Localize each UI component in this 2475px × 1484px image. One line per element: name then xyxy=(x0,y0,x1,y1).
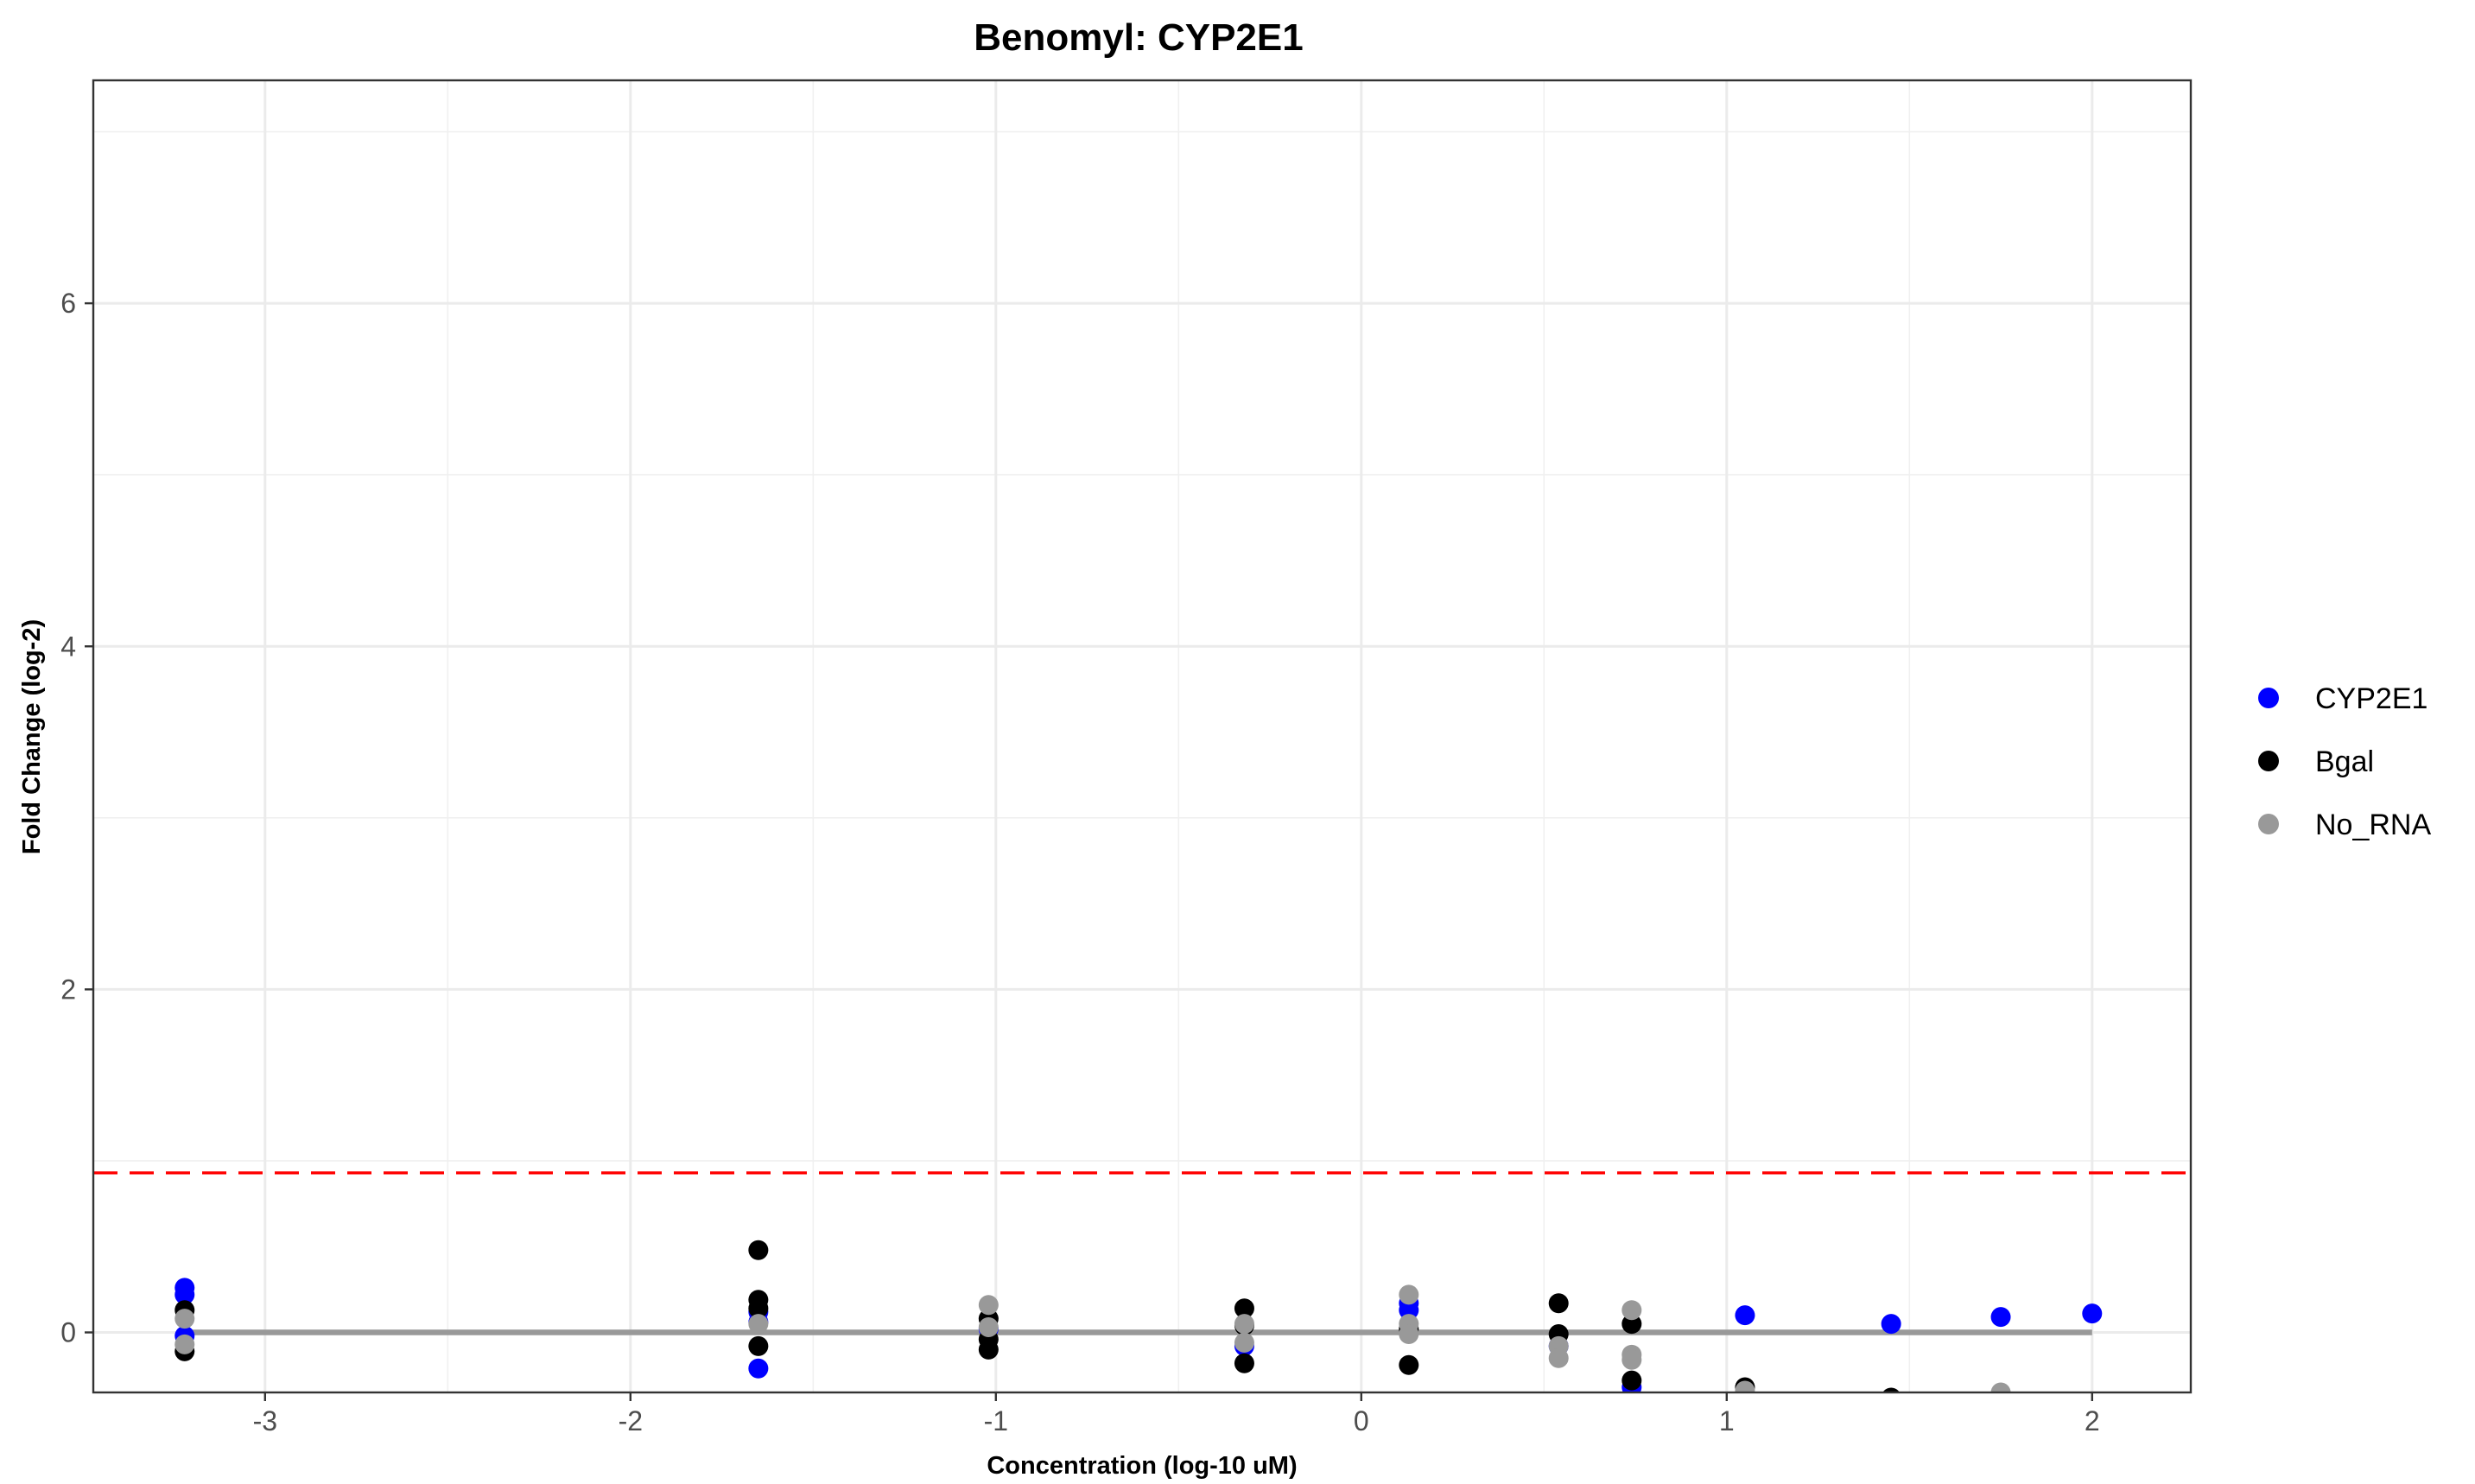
point-no-rna xyxy=(1234,1332,1254,1353)
y-tick-label: 2 xyxy=(60,973,76,1005)
point-no-rna xyxy=(175,1309,195,1329)
point-no-rna xyxy=(1621,1349,1642,1370)
point-cyp2e1 xyxy=(2082,1303,2103,1324)
point-cyp2e1 xyxy=(1735,1305,1755,1326)
legend-label: CYP2E1 xyxy=(2315,682,2427,715)
y-axis: 0 2 4 6 xyxy=(60,288,93,1348)
x-axis-title: Concentration (log-10 uM) xyxy=(987,1452,1297,1480)
point-bgal xyxy=(1882,1387,1900,1392)
point-bgal xyxy=(1621,1314,1642,1335)
point-cyp2e1 xyxy=(1399,1300,1419,1321)
point-no-rna xyxy=(1621,1300,1642,1321)
x-tick-label: 1 xyxy=(1719,1405,1735,1436)
point-bgal xyxy=(748,1240,769,1260)
point-bgal xyxy=(748,1298,769,1319)
grid-minor xyxy=(93,80,2191,1392)
point-bgal xyxy=(1234,1353,1254,1373)
point-bgal xyxy=(1399,1354,1419,1375)
point-no-rna xyxy=(1548,1348,1569,1368)
legend-key xyxy=(2258,814,2279,834)
plot-panel-border xyxy=(92,79,2193,1394)
point-bgal xyxy=(978,1339,999,1360)
point-no-rna xyxy=(978,1317,999,1338)
point-cyp2e1 xyxy=(1881,1314,1901,1335)
y-axis-title: Fold Change (log-2) xyxy=(18,619,46,854)
point-bgal xyxy=(1234,1298,1254,1319)
point-no-rna xyxy=(748,1314,769,1335)
point-cyp2e1 xyxy=(1990,1307,2011,1328)
x-tick-label: -3 xyxy=(253,1405,277,1436)
x-tick-label: -2 xyxy=(619,1405,643,1436)
legend-key xyxy=(2258,688,2279,708)
x-tick-label: -1 xyxy=(984,1405,1008,1436)
x-tick-label: 2 xyxy=(2085,1405,2100,1436)
reference-lines xyxy=(93,1171,2191,1335)
point-bgal xyxy=(1621,1370,1642,1391)
point-cyp2e1 xyxy=(175,1284,195,1305)
data-points xyxy=(175,1240,2103,1392)
y-tick-label: 4 xyxy=(60,631,76,662)
point-bgal xyxy=(748,1335,769,1356)
point-no-rna xyxy=(1234,1314,1254,1335)
legend-key xyxy=(2258,751,2279,771)
legend-label: Bgal xyxy=(2315,745,2374,778)
legend: CYP2E1 Bgal No_RNA xyxy=(2258,682,2431,841)
legend-label: No_RNA xyxy=(2315,809,2431,841)
point-cyp2e1 xyxy=(748,1358,769,1379)
point-no-rna xyxy=(175,1334,195,1354)
chart-title: Benomyl: CYP2E1 xyxy=(974,16,1303,59)
y-tick-label: 6 xyxy=(60,288,76,319)
point-no-rna xyxy=(978,1295,999,1316)
point-no-rna xyxy=(1399,1284,1419,1305)
point-no-rna xyxy=(1990,1382,2011,1392)
point-no-rna xyxy=(1399,1323,1419,1344)
point-bgal xyxy=(1548,1293,1569,1314)
y-tick-label: 0 xyxy=(60,1317,76,1348)
x-tick-label: 0 xyxy=(1354,1405,1369,1436)
x-axis: -3 -2 -1 0 1 2 xyxy=(253,1392,2100,1436)
point-no-rna xyxy=(1735,1380,1755,1392)
